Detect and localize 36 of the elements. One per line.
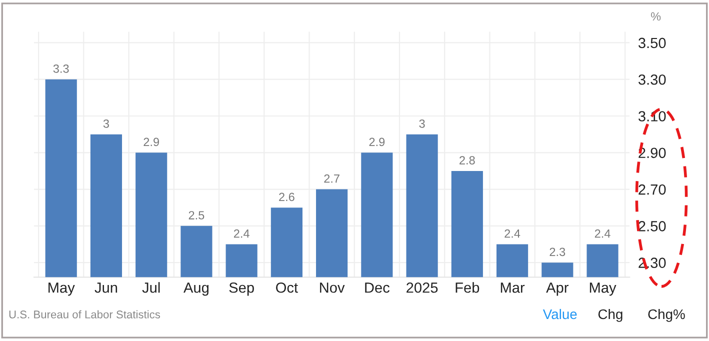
y-tick-label: 3.50 (638, 38, 666, 48)
text: Value (542, 308, 577, 320)
data-label: 2.9 (144, 138, 159, 146)
data-label: 2.5 (188, 211, 204, 220)
data-label: 2.7 (324, 174, 340, 183)
x-tick-label: Nov (320, 282, 345, 293)
x-tick-label: Sep (229, 282, 254, 296)
text: U.S. Bureau of Labor Statistics (9, 310, 160, 318)
data-label: 3 (103, 119, 109, 128)
x-tick-label: 2025 (406, 282, 438, 293)
data-label: 3.3 (53, 64, 69, 73)
x-tick-label: Dec (365, 282, 390, 293)
x-tick-label: Jun (94, 282, 118, 293)
x-tick-label: Oct (276, 282, 298, 293)
y-axis-title: % (650, 12, 661, 21)
x-tick-label: May (48, 282, 75, 296)
data-label: 3 (419, 119, 425, 128)
x-tick-label: May (590, 282, 616, 296)
data-label: 2.9 (369, 138, 385, 146)
data-label: 2.4 (504, 229, 520, 238)
y-tick-label: 2.90 (638, 148, 666, 158)
y-tick-label: 2.70 (638, 184, 666, 195)
x-tick-label: Aug (184, 282, 208, 296)
x-tick-label: Mar (500, 282, 525, 293)
data-label: 2.3 (550, 248, 566, 256)
data-label: 2.4 (594, 229, 610, 238)
data-label: 2.6 (279, 192, 294, 202)
text: Chg% (648, 308, 685, 322)
x-tick-label: Apr (546, 282, 569, 296)
x-tick-label: Feb (456, 282, 480, 293)
x-tick-label: Jul (142, 282, 160, 293)
data-label: 2.4 (234, 229, 250, 238)
y-tick-label: 3.30 (638, 74, 666, 85)
y-tick-label: 3.10 (638, 111, 666, 122)
text: Chg (598, 308, 622, 322)
data-label: 2.8 (460, 156, 475, 164)
